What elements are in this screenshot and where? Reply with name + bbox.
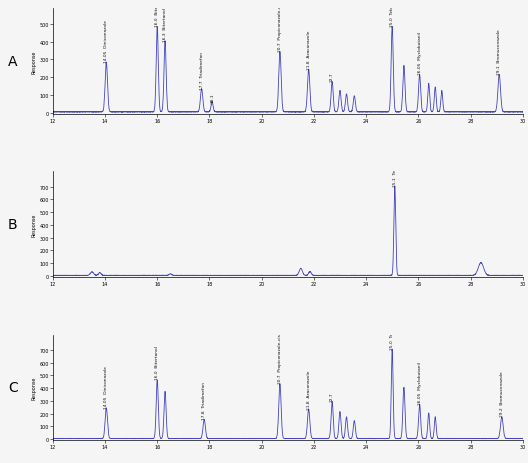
- Text: A: A: [8, 55, 17, 69]
- Text: 14.05  Diniconazole: 14.05 Diniconazole: [105, 365, 108, 407]
- Text: 17.8  Triadimefon: 17.8 Triadimefon: [202, 381, 206, 419]
- Text: C: C: [8, 380, 18, 394]
- Y-axis label: Response: Response: [32, 213, 36, 236]
- Text: 17.7  Triadimefon: 17.7 Triadimefon: [200, 51, 204, 89]
- Text: 16.3  Bitertanol: 16.3 Bitertanol: [163, 8, 167, 42]
- Text: 22.7: 22.7: [330, 73, 334, 82]
- Text: 26.05  Myclobutanil: 26.05 Myclobutanil: [418, 32, 421, 75]
- Text: 21.8  Azaconazole: 21.8 Azaconazole: [307, 31, 310, 70]
- Text: 16.0  Bitertanol: 16.0 Bitertanol: [155, 0, 159, 27]
- Text: 16.0  Bitertanol: 16.0 Bitertanol: [155, 346, 159, 380]
- Text: 25.0  Tebuconazole (IS): 25.0 Tebuconazole (IS): [390, 299, 394, 349]
- Text: 25.1  Tebuconazole (IS): 25.1 Tebuconazole (IS): [393, 136, 397, 186]
- Text: B: B: [8, 218, 17, 232]
- Text: 18.1: 18.1: [210, 93, 214, 103]
- Y-axis label: Response: Response: [32, 50, 36, 74]
- Text: 21.8  Azaconazole: 21.8 Azaconazole: [307, 369, 310, 409]
- Text: 14.05  Diniconazole: 14.05 Diniconazole: [105, 20, 108, 63]
- Text: 29.2  Bromuconazole: 29.2 Bromuconazole: [500, 371, 504, 417]
- Text: 20.7  Propiconazole-cis: 20.7 Propiconazole-cis: [278, 2, 282, 52]
- Text: 26.05  Myclobutanil: 26.05 Myclobutanil: [418, 361, 421, 404]
- Text: 29.1  Bromuconazole: 29.1 Bromuconazole: [497, 30, 501, 75]
- Y-axis label: Response: Response: [32, 375, 36, 399]
- Text: 22.7: 22.7: [330, 392, 334, 401]
- Text: 20.7  Propiconazole-cis: 20.7 Propiconazole-cis: [278, 334, 282, 383]
- Text: 25.0  Tebuconazole: 25.0 Tebuconazole: [390, 0, 394, 27]
